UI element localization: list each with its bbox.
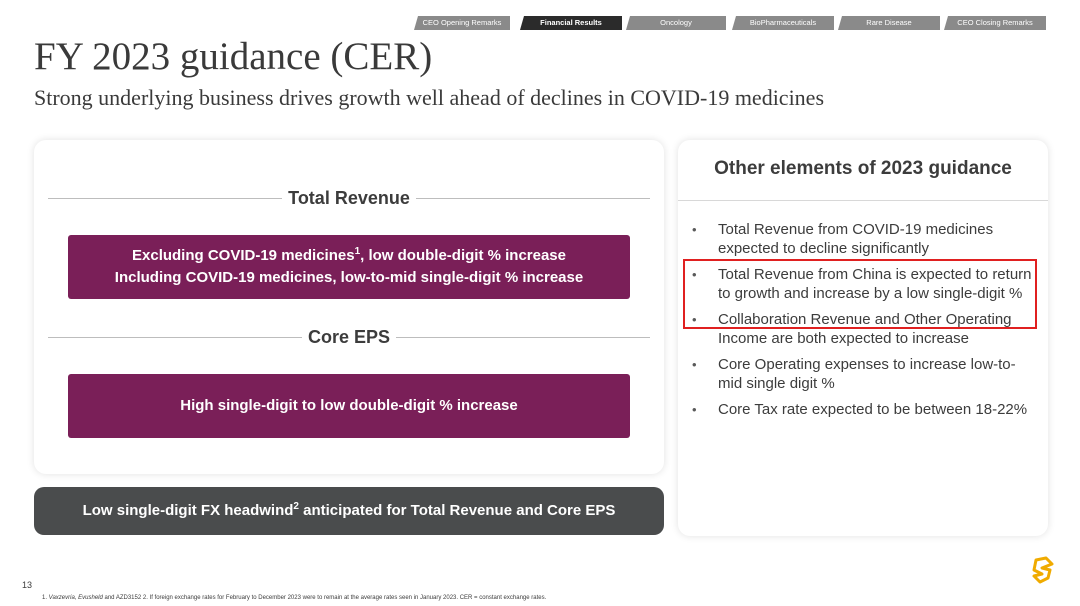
divider bbox=[48, 197, 283, 199]
footnote-sep: , bbox=[74, 595, 79, 601]
footnote-ref-1: 1 bbox=[354, 246, 361, 257]
core-eps-box: High single-digit to low double-digit % … bbox=[68, 374, 630, 438]
divider bbox=[48, 336, 302, 338]
total-revenue-box: Excluding COVID-19 medicines1, low doubl… bbox=[68, 235, 630, 299]
slide-subtitle: Strong underlying business drives growth… bbox=[34, 85, 825, 110]
revenue-line-including: Including COVID-19 medicines, low-to-mid… bbox=[114, 269, 584, 286]
tab-oncology[interactable]: Oncology bbox=[626, 16, 726, 30]
revenue-line-excluding-suffix: , low double-digit % increase bbox=[360, 247, 566, 264]
divider bbox=[678, 200, 1048, 201]
fx-text: Low single-digit FX headwind bbox=[82, 502, 294, 519]
fx-headwind-bar: Low single-digit FX headwind2 anticipate… bbox=[34, 487, 664, 535]
footnote: 1. Vaxzevria, Evusheld and AZD3152 2. If… bbox=[42, 595, 546, 601]
footnote-prefix: 1. bbox=[42, 595, 49, 601]
bullet-operating-expenses: Core Operating expenses to increase low-… bbox=[692, 355, 1032, 393]
page-number: 13 bbox=[22, 580, 33, 590]
core-eps-label: Core EPS bbox=[307, 326, 391, 347]
footnote-ref-2: 2 bbox=[293, 501, 299, 512]
footnote-evusheld: Evusheld bbox=[78, 595, 103, 601]
bullet-tax-rate: Core Tax rate expected to be between 18-… bbox=[692, 400, 1032, 419]
bullet-covid-revenue: Total Revenue from COVID-19 medicines ex… bbox=[692, 220, 1032, 258]
tab-ceo-closing-remarks[interactable]: CEO Closing Remarks bbox=[944, 16, 1046, 30]
bullet-china-revenue: Total Revenue from China is expected to … bbox=[692, 265, 1032, 303]
core-eps-heading: Core EPS bbox=[48, 327, 650, 347]
tab-biopharmaceuticals[interactable]: BioPharmaceuticals bbox=[732, 16, 834, 30]
footnote-text: and AZD3152 2. If foreign exchange rates… bbox=[102, 595, 547, 601]
core-eps-text: High single-digit to low double-digit % … bbox=[180, 397, 518, 414]
bullet-collaboration-revenue: Collaboration Revenue and Other Operatin… bbox=[692, 310, 1032, 348]
fx-text-suffix: anticipated for Total Revenue and Core E… bbox=[298, 502, 616, 519]
revenue-line-excluding-text: Excluding COVID-19 medicines bbox=[132, 247, 355, 264]
guidance-panel: Total Revenue Excluding COVID-19 medicin… bbox=[34, 140, 664, 474]
footnote-vaxzevria: Vaxzevria bbox=[48, 595, 75, 601]
other-elements-panel: Other elements of 2023 guidance Total Re… bbox=[678, 140, 1048, 536]
tab-financial-results[interactable]: Financial Results bbox=[520, 16, 622, 30]
other-elements-title: Other elements of 2023 guidance bbox=[714, 158, 1012, 179]
total-revenue-label: Total Revenue bbox=[288, 187, 410, 208]
divider bbox=[396, 336, 650, 338]
astrazeneca-logo-icon bbox=[1032, 556, 1054, 584]
tab-rare-disease[interactable]: Rare Disease bbox=[838, 16, 940, 30]
divider bbox=[415, 197, 651, 199]
tab-ceo-opening-remarks[interactable]: CEO Opening Remarks bbox=[414, 16, 510, 30]
revenue-line-excluding: Excluding COVID-19 medicines1, low doubl… bbox=[68, 245, 630, 267]
slide-title: FY 2023 guidance (CER) bbox=[34, 35, 433, 78]
total-revenue-heading: Total Revenue bbox=[48, 187, 651, 208]
guidance-bullet-list: Total Revenue from COVID-19 medicines ex… bbox=[692, 220, 1032, 426]
